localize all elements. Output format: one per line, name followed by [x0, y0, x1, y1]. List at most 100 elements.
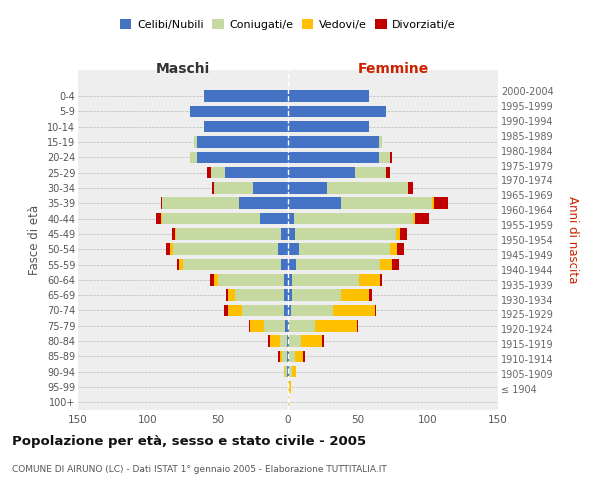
Bar	[369, 290, 372, 301]
Bar	[161, 213, 162, 224]
Bar	[341, 290, 369, 301]
Bar	[190, 152, 197, 163]
Bar	[183, 259, 281, 270]
Bar	[162, 198, 239, 209]
Bar	[327, 182, 409, 194]
Bar	[288, 244, 299, 255]
Bar	[284, 366, 285, 378]
Bar	[288, 350, 289, 362]
Bar	[270, 336, 280, 347]
Bar	[288, 228, 295, 239]
Bar	[162, 213, 260, 224]
Bar	[288, 182, 327, 194]
Bar	[432, 198, 434, 209]
Bar	[209, 274, 214, 285]
Text: Femmine: Femmine	[358, 62, 428, 76]
Bar	[288, 213, 293, 224]
Bar	[278, 350, 280, 362]
Bar	[194, 136, 197, 147]
Bar	[242, 304, 284, 316]
Bar	[288, 396, 289, 408]
Bar	[170, 244, 173, 255]
Bar	[301, 336, 322, 347]
Bar	[288, 136, 379, 147]
Bar	[379, 136, 382, 147]
Bar	[322, 336, 325, 347]
Bar	[359, 274, 380, 285]
Bar	[292, 274, 359, 285]
Bar	[375, 304, 376, 316]
Bar	[380, 259, 392, 270]
Text: Popolazione per età, sesso e stato civile - 2005: Popolazione per età, sesso e stato civil…	[12, 435, 366, 448]
Bar	[288, 90, 369, 102]
Bar	[204, 90, 288, 102]
Bar	[281, 259, 288, 270]
Bar	[284, 290, 288, 301]
Text: Maschi: Maschi	[156, 62, 210, 76]
Bar	[296, 259, 380, 270]
Bar	[235, 290, 284, 301]
Bar	[289, 366, 292, 378]
Y-axis label: Fasce di età: Fasce di età	[28, 205, 41, 275]
Bar	[288, 290, 292, 301]
Bar	[289, 382, 291, 393]
Bar	[434, 198, 448, 209]
Bar	[228, 304, 242, 316]
Bar	[278, 244, 288, 255]
Bar	[214, 274, 218, 285]
Bar	[284, 274, 288, 285]
Bar	[157, 213, 161, 224]
Bar	[190, 106, 288, 117]
Bar	[415, 213, 430, 224]
Bar	[172, 228, 175, 239]
Bar	[212, 182, 214, 194]
Bar	[304, 350, 305, 362]
Bar	[288, 320, 289, 332]
Bar	[176, 228, 281, 239]
Bar	[390, 152, 392, 163]
Bar	[226, 290, 228, 301]
Bar	[285, 366, 287, 378]
Legend: Celibi/Nubili, Coniugati/e, Vedovi/e, Divorziati/e: Celibi/Nubili, Coniugati/e, Vedovi/e, Di…	[116, 14, 460, 34]
Bar	[287, 336, 288, 347]
Bar	[173, 244, 278, 255]
Bar	[264, 320, 285, 332]
Bar	[284, 304, 288, 316]
Bar	[289, 350, 295, 362]
Bar	[379, 152, 390, 163]
Bar	[178, 259, 179, 270]
Bar	[179, 259, 183, 270]
Bar	[287, 366, 288, 378]
Bar	[392, 259, 398, 270]
Bar	[288, 366, 289, 378]
Bar	[197, 136, 288, 147]
Bar	[204, 121, 288, 132]
Bar	[288, 167, 355, 178]
Bar	[207, 167, 211, 178]
Bar	[288, 382, 289, 393]
Bar	[285, 320, 288, 332]
Bar	[380, 274, 382, 285]
Bar	[218, 274, 284, 285]
Bar	[390, 244, 397, 255]
Bar	[161, 198, 162, 209]
Bar	[288, 198, 341, 209]
Bar	[268, 336, 270, 347]
Bar	[295, 350, 304, 362]
Bar	[288, 274, 292, 285]
Bar	[197, 152, 288, 163]
Bar	[260, 213, 288, 224]
Bar	[249, 320, 250, 332]
Bar	[283, 350, 287, 362]
Bar	[288, 152, 379, 163]
Bar	[409, 182, 413, 194]
Bar	[289, 320, 314, 332]
Bar	[280, 336, 287, 347]
Bar	[225, 167, 288, 178]
Text: COMUNE DI AIRUNO (LC) - Dati ISTAT 1° gennaio 2005 - Elaborazione TUTTITALIA.IT: COMUNE DI AIRUNO (LC) - Dati ISTAT 1° ge…	[12, 465, 387, 474]
Bar	[250, 320, 264, 332]
Y-axis label: Anni di nascita: Anni di nascita	[566, 196, 578, 284]
Bar	[239, 198, 288, 209]
Bar	[288, 304, 291, 316]
Bar	[295, 228, 396, 239]
